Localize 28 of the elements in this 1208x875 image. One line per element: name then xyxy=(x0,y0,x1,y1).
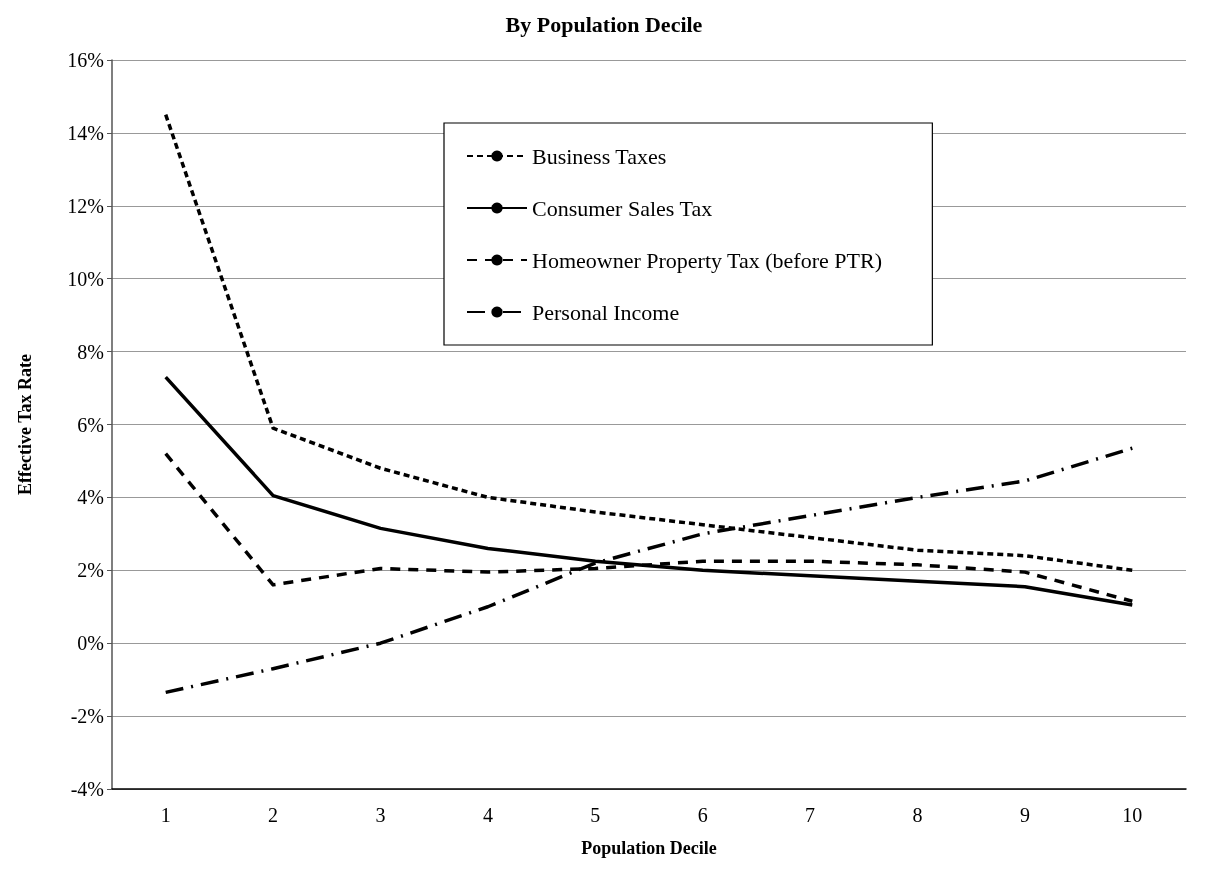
x-tick-label: 6 xyxy=(697,804,708,826)
y-tick-label: 12% xyxy=(67,194,104,217)
x-axis-title: Population Decile xyxy=(581,838,717,858)
x-tick-label: 1 xyxy=(160,804,171,826)
y-axis-title: Effective Tax Rate xyxy=(15,354,35,495)
y-tick-label: 14% xyxy=(67,121,104,144)
y-tick-label: 0% xyxy=(77,632,104,655)
chart-title: By Population Decile xyxy=(505,11,703,37)
legend-label: Business Taxes xyxy=(532,143,667,169)
y-tick-label: -4% xyxy=(70,778,104,800)
x-tick-label: 4 xyxy=(482,804,493,826)
y-tick-label: 16% xyxy=(67,49,104,71)
x-tick-label: 3 xyxy=(375,804,386,826)
legend-label: Personal Income xyxy=(532,299,680,325)
x-tick-label: 8 xyxy=(912,804,923,826)
y-tick-label: -2% xyxy=(70,705,104,728)
x-tick-label: 10 xyxy=(1122,804,1143,826)
x-tick-label: 5 xyxy=(590,804,601,826)
x-tick-label: 2 xyxy=(268,804,279,826)
legend-label: Homeowner Property Tax (before PTR) xyxy=(532,247,882,273)
y-tick-label: 6% xyxy=(77,413,104,436)
y-tick-label: 4% xyxy=(77,486,104,509)
y-tick-label: 10% xyxy=(67,267,104,290)
y-tick-label: 2% xyxy=(77,559,104,582)
legend-label: Consumer Sales Tax xyxy=(532,195,713,221)
y-tick-label: 8% xyxy=(77,340,104,363)
x-tick-label: 9 xyxy=(1019,804,1030,826)
x-tick-label: 7 xyxy=(805,804,816,826)
